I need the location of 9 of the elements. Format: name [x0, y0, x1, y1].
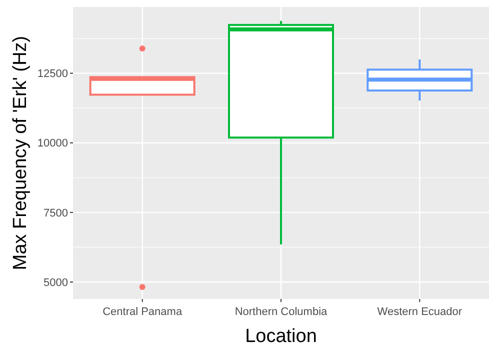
y-axis-title: Max Frequency of 'Erk' (Hz): [10, 36, 31, 270]
y-tick-label: 10000: [37, 138, 68, 150]
y-tick-label: 12500: [37, 68, 68, 80]
x-tick-label: Northern Columbia: [234, 306, 328, 318]
y-tick-label: 7500: [44, 207, 68, 220]
x-axis-title: Location: [245, 326, 317, 347]
x-tick-label: Western Ecuador: [377, 306, 462, 318]
y-tick-label: 5000: [44, 276, 68, 289]
x-tick-label: Central Panama: [102, 306, 183, 318]
